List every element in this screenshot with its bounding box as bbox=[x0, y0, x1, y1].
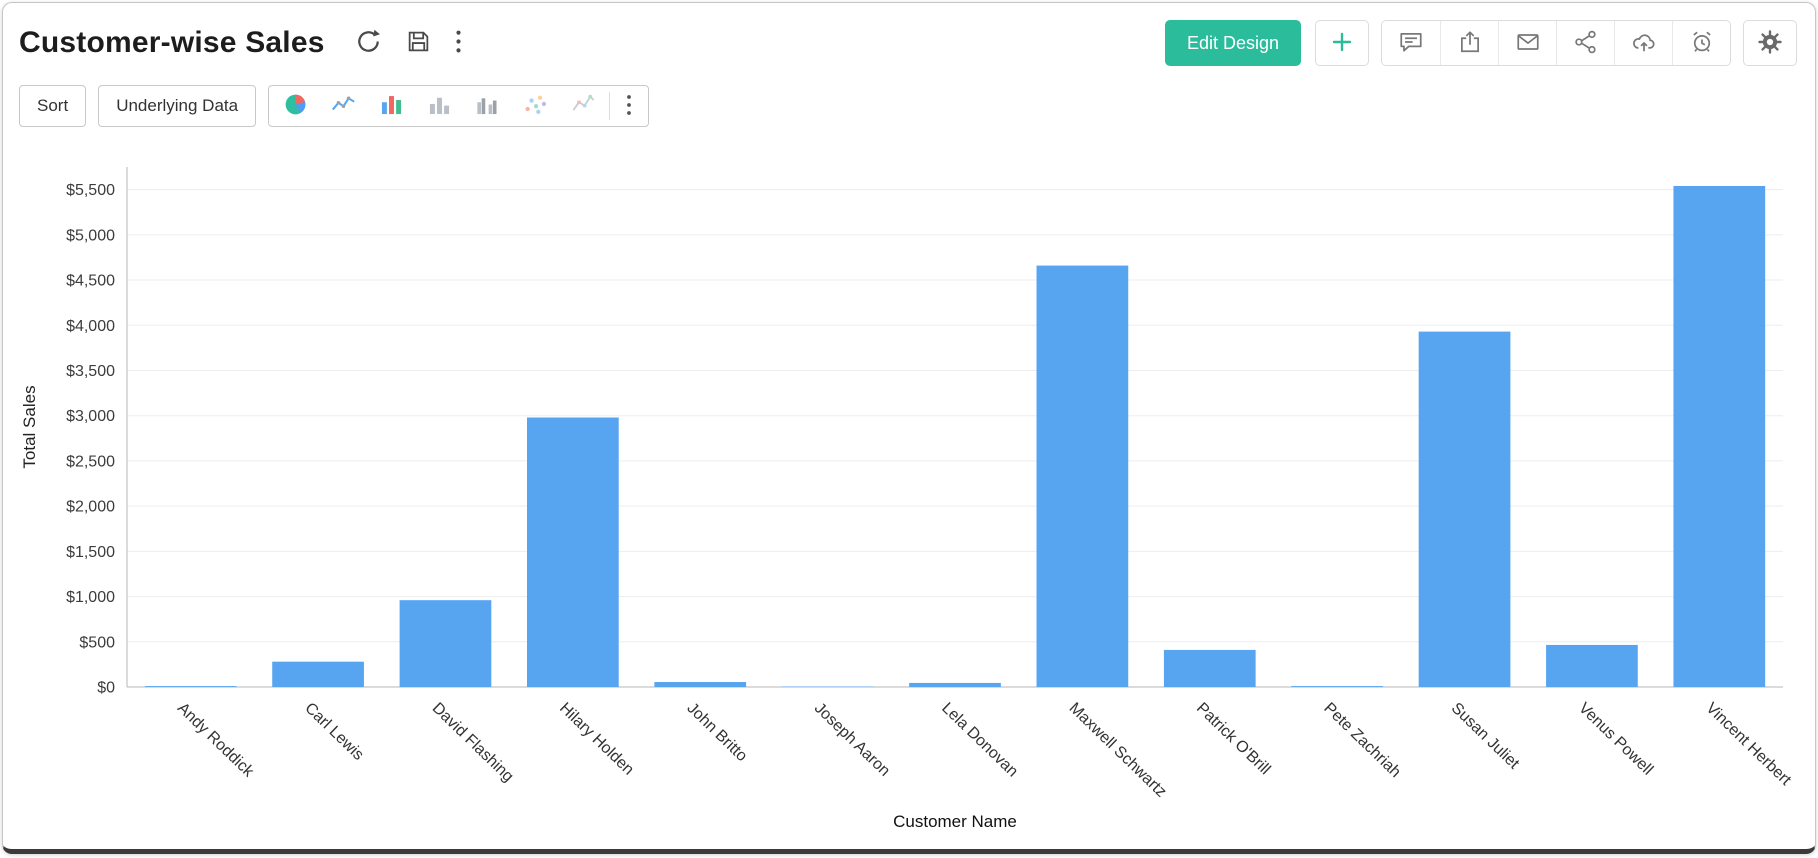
x-tick-label: David Flashing bbox=[429, 700, 517, 786]
refresh-icon bbox=[355, 28, 382, 58]
share-icon bbox=[1573, 29, 1599, 58]
bar-chart-gray-button[interactable] bbox=[415, 86, 463, 126]
y-tick-label: $0 bbox=[97, 680, 115, 697]
bar[interactable] bbox=[1673, 186, 1765, 687]
share-button[interactable] bbox=[1556, 21, 1614, 65]
pie-chart-button[interactable] bbox=[271, 86, 319, 126]
y-axis-title: Total Sales bbox=[20, 385, 39, 468]
report-header: Customer-wise Sales bbox=[3, 3, 1815, 83]
bar[interactable] bbox=[1037, 266, 1129, 687]
more-vertical-icon bbox=[626, 93, 632, 120]
save-button[interactable] bbox=[406, 29, 431, 57]
combo-chart-button[interactable] bbox=[559, 86, 607, 126]
bar[interactable] bbox=[1419, 332, 1511, 687]
title-more-menu-button[interactable] bbox=[455, 29, 462, 57]
bar[interactable] bbox=[1546, 645, 1638, 687]
bar-chart-icon bbox=[378, 91, 405, 121]
email-button[interactable] bbox=[1498, 21, 1556, 65]
y-tick-label: $2,500 bbox=[66, 453, 115, 470]
underlying-data-button[interactable]: Underlying Data bbox=[98, 85, 256, 127]
y-tick-label: $500 bbox=[79, 634, 115, 651]
cloud-upload-icon bbox=[1631, 29, 1657, 58]
chart-type-more-button[interactable] bbox=[612, 86, 646, 126]
refresh-button[interactable] bbox=[355, 28, 382, 58]
x-tick-label: Pete Zachriah bbox=[1320, 700, 1403, 781]
x-axis-title: Customer Name bbox=[893, 812, 1017, 831]
y-tick-label: $3,000 bbox=[66, 408, 115, 425]
bar[interactable] bbox=[527, 418, 619, 687]
pie-chart-icon bbox=[282, 91, 309, 121]
cloud-upload-button[interactable] bbox=[1614, 21, 1672, 65]
comment-icon bbox=[1398, 29, 1424, 58]
bar[interactable] bbox=[654, 682, 746, 687]
bar-chart-gray-icon bbox=[426, 91, 453, 121]
y-tick-label: $1,000 bbox=[66, 589, 115, 606]
bar[interactable] bbox=[145, 686, 237, 687]
bar-chart-button[interactable] bbox=[367, 86, 415, 126]
x-tick-label: Carl Lewis bbox=[301, 700, 367, 764]
add-icon bbox=[1330, 30, 1354, 57]
add-button[interactable] bbox=[1315, 20, 1369, 66]
more-vertical-icon bbox=[455, 29, 462, 57]
y-tick-label: $3,500 bbox=[66, 363, 115, 380]
x-tick-label: Lela Donovan bbox=[938, 700, 1021, 781]
y-tick-label: $4,000 bbox=[66, 318, 115, 335]
x-tick-label: Venus Powell bbox=[1575, 700, 1656, 779]
x-tick-label: Patrick O'Brill bbox=[1193, 700, 1274, 779]
bar[interactable] bbox=[1291, 686, 1383, 687]
bar-chart: $0 $500 $1,000 $1,500 $2,000 $2,500 $3,000 $3,5… bbox=[9, 139, 1809, 839]
scatter-plot-button[interactable] bbox=[511, 86, 559, 126]
line-chart-button[interactable] bbox=[319, 86, 367, 126]
x-tick-label: Vincent Herbert bbox=[1703, 700, 1795, 790]
grouped-bar-chart-button[interactable] bbox=[463, 86, 511, 126]
save-icon bbox=[406, 29, 431, 57]
chart-toolbar: Sort Underlying Data bbox=[3, 83, 1815, 139]
bar[interactable] bbox=[272, 662, 364, 687]
header-actions-group bbox=[1381, 20, 1731, 66]
scatter-plot-icon bbox=[522, 91, 549, 121]
bar[interactable] bbox=[1164, 650, 1256, 687]
y-tick-label: $2,000 bbox=[66, 499, 115, 516]
chart-area: $0 $500 $1,000 $1,500 $2,000 $2,500 $3,000 $3,5… bbox=[3, 139, 1815, 844]
y-tick-label: $5,500 bbox=[66, 182, 115, 199]
grouped-bar-chart-icon bbox=[474, 91, 501, 121]
page-title: Customer-wise Sales bbox=[19, 26, 325, 60]
x-tick-label: John Britto bbox=[683, 700, 750, 765]
comment-button[interactable] bbox=[1382, 21, 1440, 65]
sort-button[interactable]: Sort bbox=[19, 85, 86, 127]
settings-icon bbox=[1757, 29, 1783, 58]
toolbar-separator bbox=[609, 92, 610, 120]
schedule-icon bbox=[1689, 29, 1715, 58]
x-tick-label: Joseph Aaron bbox=[811, 700, 893, 780]
chart-type-group bbox=[268, 85, 649, 127]
x-tick-label: Susan Juliet bbox=[1448, 700, 1523, 773]
line-chart-icon bbox=[330, 91, 357, 121]
bar[interactable] bbox=[400, 600, 492, 687]
edit-design-button[interactable]: Edit Design bbox=[1165, 20, 1301, 66]
x-tick-label: Andy Roddick bbox=[174, 700, 258, 781]
export-icon bbox=[1457, 29, 1483, 58]
x-tick-label: Hilary Holden bbox=[556, 700, 637, 779]
email-icon bbox=[1515, 29, 1541, 58]
export-button[interactable] bbox=[1440, 21, 1498, 65]
bar[interactable] bbox=[909, 683, 1001, 687]
y-tick-label: $5,000 bbox=[66, 227, 115, 244]
y-tick-label: $4,500 bbox=[66, 273, 115, 290]
combo-chart-icon bbox=[570, 91, 597, 121]
settings-button[interactable] bbox=[1743, 20, 1797, 66]
x-tick-label: Maxwell Schwartz bbox=[1066, 700, 1170, 801]
schedule-button[interactable] bbox=[1672, 21, 1730, 65]
y-tick-label: $1,500 bbox=[66, 544, 115, 561]
